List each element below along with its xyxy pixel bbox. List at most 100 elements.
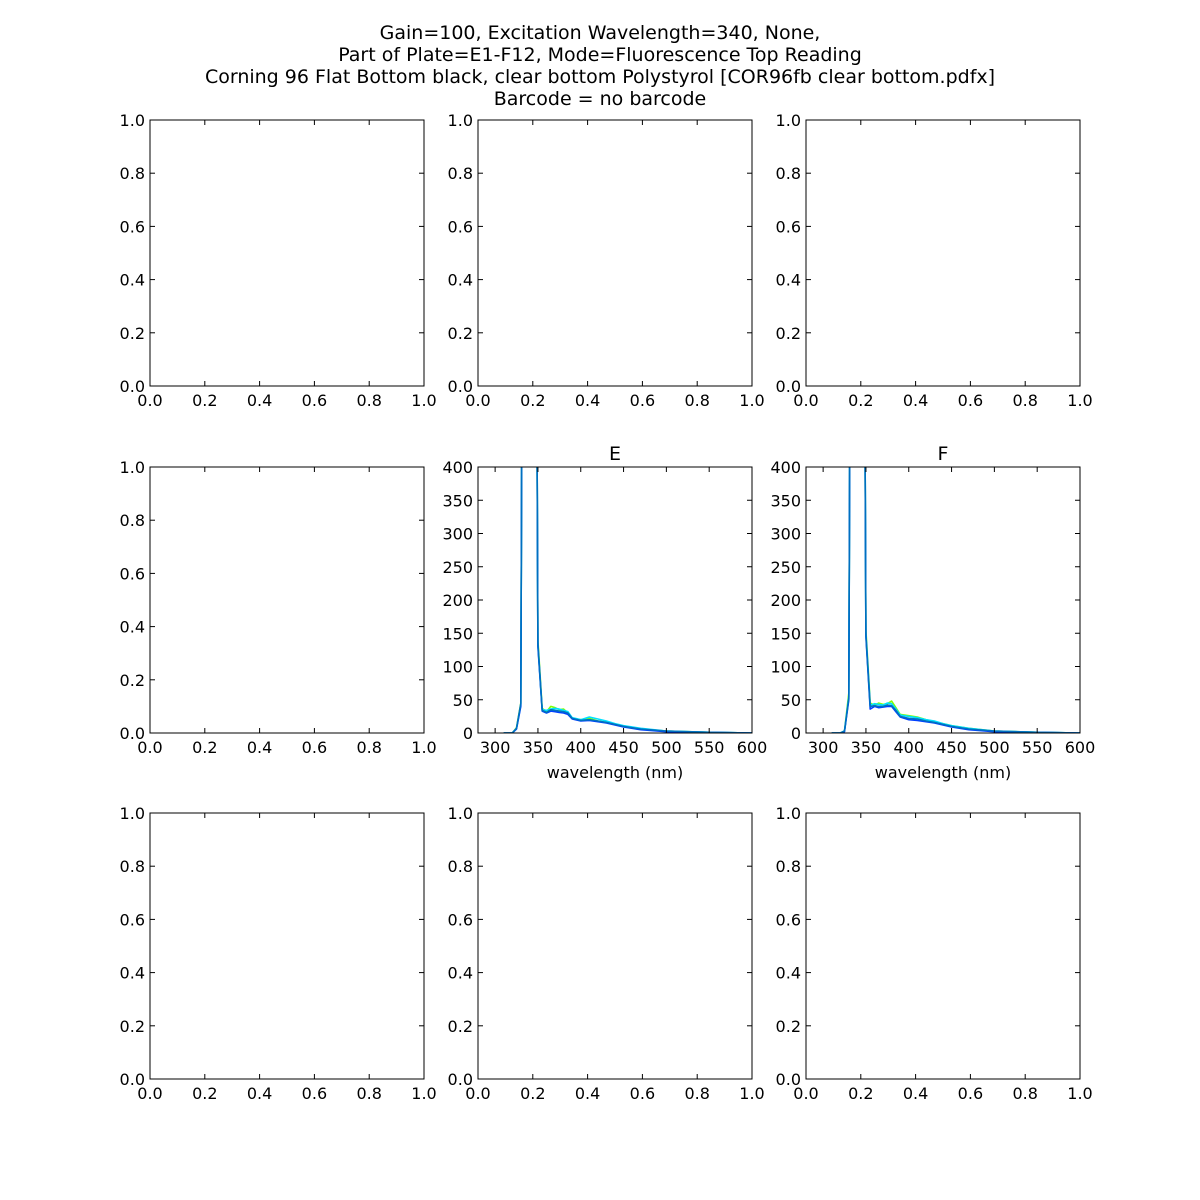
series-line-4 (503, 467, 752, 733)
y-tick-label: 0.2 (120, 671, 145, 690)
y-tick-label: 0.2 (448, 324, 473, 343)
y-tick-label: 0.0 (776, 377, 801, 396)
x-tick-label: 450 (608, 738, 639, 757)
y-tick-label: 0.2 (776, 324, 801, 343)
subplot-row2-col3: 300 350 400 450 500 550 600 0 50 100 150 200 250 300 3… (770, 443, 1095, 782)
y-tick-label: 0.8 (776, 857, 801, 876)
y-tick-label: 1.0 (448, 111, 473, 130)
x-tick-label: 0.0 (137, 391, 162, 410)
x-tick-label: 1.0 (739, 1084, 764, 1103)
subplot-row2-col2: 300 350 400 450 500 550 600 0 50 100 150 200 250 300 3… (442, 443, 767, 782)
axes-frame (805, 812, 1081, 1080)
subplot-row3-col3: 0.0 0.2 0.4 0.6 0.8 1.0 0.0 0.2 0.4 0.6 0.8 1.0 (776, 804, 1093, 1103)
y-tick-label: 0.0 (120, 1070, 145, 1089)
x-tick-label: 0.2 (192, 738, 217, 757)
x-tick-label: 550 (1022, 738, 1053, 757)
y-tick-label: 0.0 (448, 377, 473, 396)
x-tick-label: 0.2 (192, 1084, 217, 1103)
x-tick-label: 0.4 (575, 391, 600, 410)
y-tick-label: 150 (770, 624, 801, 643)
y-tick-label: 0.4 (776, 964, 801, 983)
axes-frame (149, 812, 425, 1080)
subplot-title: E (609, 443, 621, 465)
x-tick-label: 1.0 (1067, 1084, 1092, 1103)
y-tick-label: 1.0 (776, 804, 801, 823)
x-tick-label: 0.6 (958, 1084, 983, 1103)
x-tick-label: 0.0 (137, 1084, 162, 1103)
x-tick-label: 0.6 (302, 391, 327, 410)
y-tick-label: 100 (442, 658, 473, 677)
x-tick-label: 450 (936, 738, 967, 757)
x-tick-label: 0.0 (137, 738, 162, 757)
figure-title-line-2: Part of Plate=E1-F12, Mode=Fluorescence … (338, 44, 862, 66)
figure-title: Gain=100, Excitation Wavelength=340, Non… (205, 22, 995, 110)
y-tick-label: 0.6 (448, 217, 473, 236)
x-tick-label: 350 (851, 738, 882, 757)
y-tick-label: 0.4 (120, 271, 145, 290)
x-tick-label: 0.8 (684, 391, 709, 410)
y-tick-label: 0.4 (448, 271, 473, 290)
x-tick-label: 0.8 (356, 391, 381, 410)
y-tick-label: 0.6 (120, 564, 145, 583)
y-tick-label: 400 (770, 458, 801, 477)
y-tick-label: 1.0 (120, 111, 145, 130)
y-tick-label: 0.8 (120, 164, 145, 183)
x-tick-label: 0.6 (630, 391, 655, 410)
axes-frame (477, 812, 753, 1080)
y-tick-label: 350 (442, 491, 473, 510)
axes-frame (805, 119, 1081, 387)
x-tick-label: 400 (893, 738, 924, 757)
y-tick-label: 0 (463, 724, 473, 743)
x-tick-label: 0.6 (630, 1084, 655, 1103)
y-tick-label: 0.6 (776, 910, 801, 929)
x-tick-label: 0.8 (356, 738, 381, 757)
figure-title-line-1: Gain=100, Excitation Wavelength=340, Non… (380, 22, 821, 44)
axes-frame (477, 119, 753, 387)
y-tick-label: 0 (791, 724, 801, 743)
y-tick-label: 0.2 (120, 324, 145, 343)
subplot-row1-col2: 0.0 0.2 0.4 0.6 0.8 1.0 0.0 0.2 0.4 0.6 0.8 1.0 (448, 111, 765, 410)
series-group (503, 467, 752, 733)
subplot-row2-col1: 0.0 0.2 0.4 0.6 0.8 1.0 0.0 0.2 0.4 0.6 0.8 1.0 (120, 458, 437, 757)
y-tick-label: 1.0 (120, 804, 145, 823)
y-tick-label: 0.0 (120, 724, 145, 743)
y-tick-label: 0.8 (448, 164, 473, 183)
x-tick-label: 1.0 (411, 738, 436, 757)
y-tick-label: 0.8 (120, 857, 145, 876)
y-tick-label: 200 (770, 591, 801, 610)
x-tick-label: 1.0 (411, 391, 436, 410)
x-tick-label: 0.2 (848, 1084, 873, 1103)
y-tick-label: 50 (781, 691, 801, 710)
y-tick-label: 0.8 (448, 857, 473, 876)
x-tick-label: 1.0 (739, 391, 764, 410)
x-tick-label: 0.6 (302, 1084, 327, 1103)
y-tick-label: 0.2 (120, 1017, 145, 1036)
y-tick-label: 200 (442, 591, 473, 610)
y-tick-label: 0.4 (776, 271, 801, 290)
y-tick-label: 1.0 (776, 111, 801, 130)
x-tick-label: 0.2 (520, 391, 545, 410)
series-line-4 (831, 467, 1080, 733)
y-tick-label: 50 (453, 691, 473, 710)
x-axis-label: wavelength (nm) (547, 763, 684, 782)
subplot-row1-col1: 0.0 0.2 0.4 0.6 0.8 1.0 0.0 0.2 0.4 0.6 0.8 1.0 (120, 111, 437, 410)
x-tick-label: 0.6 (302, 738, 327, 757)
x-tick-label: 0.8 (684, 1084, 709, 1103)
x-tick-label: 0.4 (575, 1084, 600, 1103)
x-tick-label: 300 (480, 738, 511, 757)
y-tick-label: 0.4 (120, 618, 145, 637)
subplot-grid: 0.0 0.2 0.4 0.6 0.8 1.00.00.20.40.60.81.00.0 0… (120, 111, 1096, 1103)
x-axis-label: wavelength (nm) (875, 763, 1012, 782)
x-tick-label: 0.2 (520, 1084, 545, 1103)
x-tick-label: 600 (737, 738, 768, 757)
x-tick-label: 1.0 (1067, 391, 1092, 410)
x-tick-label: 0.2 (848, 391, 873, 410)
y-tick-label: 150 (442, 624, 473, 643)
x-tick-label: 0.4 (247, 391, 272, 410)
x-tick-label: 400 (565, 738, 596, 757)
x-tick-label: 0.8 (1012, 1084, 1037, 1103)
x-tick-label: 600 (1065, 738, 1096, 757)
x-tick-label: 0.4 (903, 1084, 928, 1103)
y-tick-label: 0.6 (448, 910, 473, 929)
subplot-row3-col1: 0.0 0.2 0.4 0.6 0.8 1.0 0.0 0.2 0.4 0.6 0.8 1.0 (120, 804, 437, 1103)
